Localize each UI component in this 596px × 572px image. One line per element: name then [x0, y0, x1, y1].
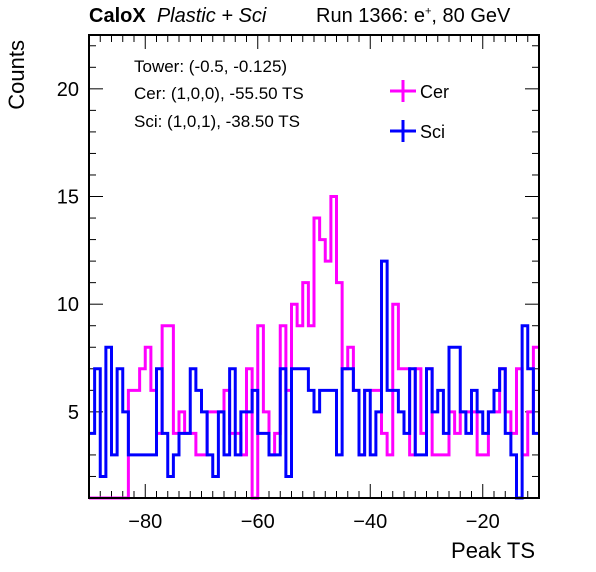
x-tick-label: −80 [128, 511, 162, 533]
header-config: Plastic + Sci [156, 5, 267, 27]
x-tick-label: −20 [466, 511, 500, 533]
info-line-sci: Sci: (1,0,1), -38.50 TS [134, 112, 300, 131]
legend-label-sci: Sci [420, 122, 445, 142]
tick-labels: −80 −60 −40 −20 5 10 15 20 [57, 79, 500, 533]
info-box: Tower: (-0.5, -0.125) Cer: (1,0,0), -55.… [134, 57, 304, 131]
legend-entry-cer: Cer [390, 80, 449, 102]
y-tick-label: 5 [68, 402, 79, 424]
series-line-sci [89, 259, 539, 500]
header-run-tail: , 80 GeV [431, 5, 511, 27]
header-brand: CaloX [89, 5, 146, 27]
header-run-superscript: + [424, 5, 432, 18]
y-axis-title: Counts [4, 40, 29, 110]
y-tick-label: 15 [57, 187, 79, 209]
header-run: Run 1366: e+, 80 GeV [316, 5, 510, 28]
header-run-text: Run 1366: e [316, 5, 425, 27]
legend-label-cer: Cer [420, 82, 449, 102]
series-layer [89, 195, 539, 500]
x-tick-label: −60 [241, 511, 275, 533]
info-line-cer: Cer: (1,0,0), -55.50 TS [134, 84, 304, 103]
legend-entry-sci: Sci [390, 120, 445, 142]
plot-frame [88, 34, 540, 499]
y-tick-label: 20 [57, 79, 79, 101]
x-tick-label: −40 [353, 511, 387, 533]
y-tick-label: 10 [57, 294, 79, 316]
header-title: CaloX Plastic + Sci [89, 5, 266, 28]
legend: Cer Sci [390, 80, 449, 142]
info-line-tower: Tower: (-0.5, -0.125) [134, 57, 287, 76]
x-axis-title: Peak TS [451, 538, 535, 563]
